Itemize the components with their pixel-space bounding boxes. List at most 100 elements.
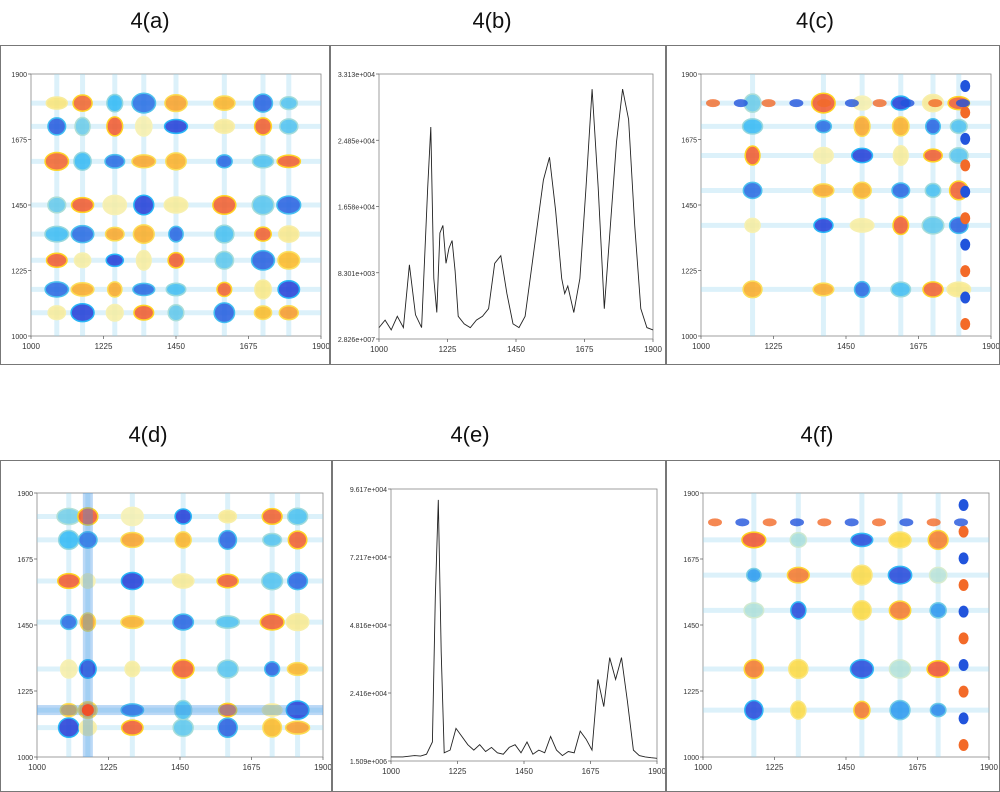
cross-peak	[925, 118, 941, 135]
cross-peak	[262, 717, 283, 738]
cross-peak	[928, 566, 948, 584]
cross-peak	[218, 509, 238, 524]
cross-peak	[888, 659, 912, 679]
cross-peak	[132, 224, 155, 245]
x-tick-label: 1900	[312, 342, 329, 351]
edge-peak	[960, 159, 971, 172]
cross-peak	[106, 281, 123, 298]
edge-peak	[958, 525, 969, 538]
cross-peak	[892, 215, 910, 236]
y-tick-label: 1900	[681, 72, 697, 79]
y-tick-label: 1000	[17, 755, 33, 762]
cross-peak	[217, 717, 238, 738]
cross-peak	[78, 659, 97, 679]
cross-peak	[279, 118, 299, 135]
x-tick-label: 1675	[582, 767, 600, 776]
cross-peak	[44, 151, 70, 171]
cross-peak	[215, 154, 233, 169]
edge-peak	[733, 99, 748, 108]
edge-peak	[960, 80, 971, 92]
y-tick-label: 1900	[11, 72, 27, 79]
cross-peak	[56, 507, 82, 526]
edge-peak	[900, 99, 915, 108]
chart-panel-b: 1000 1225 1450 1675 1900 3.313e+004 2.485e+004…	[330, 45, 666, 365]
cross-peak	[742, 280, 763, 299]
cross-peak	[790, 601, 807, 620]
cross-peak	[741, 531, 767, 549]
edge-peak	[958, 659, 969, 671]
cross-peak	[813, 217, 834, 234]
cross-peak	[788, 658, 809, 680]
heatmap-d: 1000 1225 1450 1675 1900 1900 1675 1450 1225 1000	[17, 491, 331, 772]
edge-peak	[872, 518, 886, 527]
cross-peak	[892, 145, 909, 166]
y-tick-label: 1000	[11, 334, 27, 341]
x-tick-label: 1450	[837, 763, 855, 772]
cross-peak	[131, 154, 157, 169]
y-tick-label: 2.826e+007	[338, 337, 375, 344]
y-tick-label: 1450	[683, 623, 699, 630]
cross-peak	[744, 217, 761, 234]
cross-peak	[851, 147, 874, 164]
x-tick-label: 1900	[644, 345, 662, 354]
cross-peak	[890, 281, 912, 298]
cross-peak	[812, 146, 834, 165]
cross-peak	[744, 145, 761, 166]
y-tick-label: 2.416e+004	[350, 691, 387, 698]
y-tick-label: 1450	[17, 623, 33, 630]
edge-peak	[958, 605, 969, 618]
cross-peak	[212, 194, 237, 216]
cross-peak	[135, 249, 152, 271]
spectrum-e: 1000 1225 1450 1675 1900 9.617e+004 7.217e+004…	[350, 487, 665, 776]
edge-peak	[960, 212, 971, 225]
cross-peak	[70, 224, 95, 244]
edge-peak	[708, 518, 722, 527]
edge-peak	[960, 238, 971, 251]
cross-peak	[849, 217, 875, 233]
cross-peak	[70, 303, 95, 323]
cross-peak	[891, 116, 910, 137]
cross-peak	[174, 508, 193, 525]
cross-peak	[167, 251, 185, 269]
cross-peak	[276, 195, 302, 215]
cross-peak	[849, 659, 875, 679]
y-tick-label: 1225	[683, 689, 699, 696]
cross-peak	[743, 658, 765, 680]
edge-peak	[960, 132, 971, 145]
cross-peak	[922, 148, 944, 163]
x-tick-label: 1225	[766, 763, 784, 772]
y-tick-label: 1900	[683, 491, 699, 498]
cross-peak	[106, 116, 124, 137]
cross-peak	[888, 600, 912, 621]
cross-peak	[853, 280, 871, 298]
cross-peak	[789, 531, 808, 548]
cross-peak	[124, 660, 141, 678]
cross-peak	[264, 661, 281, 677]
x-tick-label: 1900	[648, 767, 665, 776]
chart-panel-c: 1000 1225 1450 1675 1900 1900 1675 1450 1225 1000	[666, 45, 1000, 365]
cross-peak	[262, 532, 283, 548]
cross-peak	[212, 95, 236, 111]
cross-peak	[120, 703, 145, 717]
cross-peak	[214, 250, 235, 270]
panel-title-d: 4(d)	[128, 422, 168, 447]
cross-peak	[285, 612, 310, 632]
edge-peak	[960, 185, 971, 198]
y-tick-label: 1.658e+004	[338, 205, 375, 212]
cross-peak	[60, 614, 78, 631]
cross-peak	[216, 573, 240, 589]
cross-peak	[891, 182, 911, 199]
cross-peak	[948, 147, 969, 165]
cross-peak	[853, 700, 871, 720]
edge-peak	[817, 518, 832, 527]
cross-peak	[742, 181, 763, 200]
cross-peak	[45, 96, 69, 110]
edge-peak	[762, 518, 777, 527]
edge-peak	[954, 518, 968, 527]
cross-peak	[120, 531, 145, 549]
edge-peak	[926, 518, 941, 527]
chart-panel-a: 1000 1225 1450 1675 1900 1900 1675 1450 1225 1000	[0, 45, 330, 365]
cross-peak	[172, 613, 195, 631]
y-tick-label: 1000	[683, 755, 699, 762]
cross-peak	[44, 225, 70, 243]
